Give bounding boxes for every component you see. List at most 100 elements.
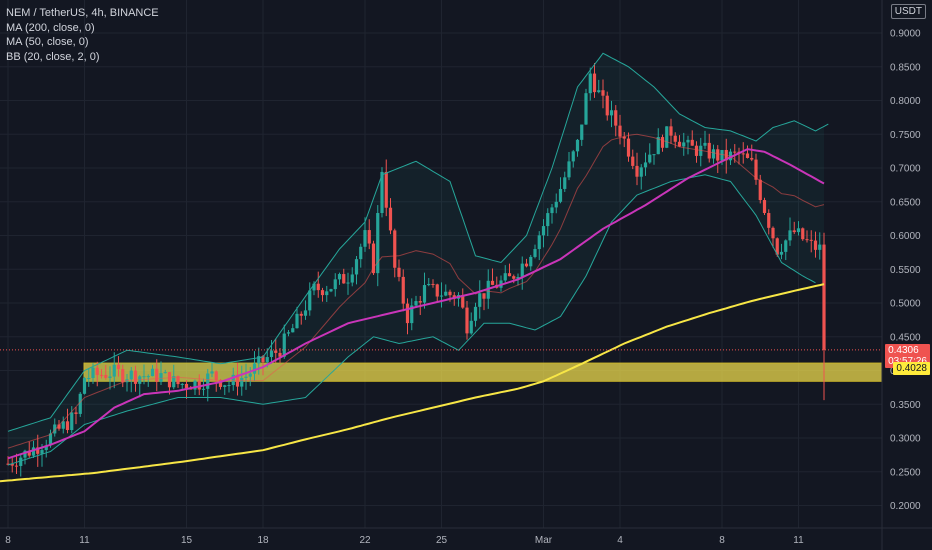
candle-body xyxy=(792,230,796,233)
candle xyxy=(27,441,31,458)
candle xyxy=(278,347,282,364)
candle-body xyxy=(14,465,19,467)
candle-body xyxy=(23,450,27,458)
candle xyxy=(10,457,14,473)
candle-body xyxy=(363,230,367,247)
candle-body xyxy=(176,376,180,385)
candle-body xyxy=(711,149,716,159)
candle-body xyxy=(316,283,320,291)
candle-body xyxy=(231,374,235,386)
candle xyxy=(112,352,116,389)
time-tick-label: 11 xyxy=(793,535,804,546)
candle xyxy=(95,361,99,387)
candle-body xyxy=(805,239,809,241)
candle-body xyxy=(282,333,286,357)
time-axis[interactable]: 8 11 15 18 22 25 Mar 4 8 11 xyxy=(5,535,804,546)
candle-body xyxy=(36,447,40,454)
candle-body xyxy=(159,373,163,382)
symbol-title[interactable]: NEM / TetherUS, 4h, BINANCE xyxy=(6,7,159,19)
candle-body xyxy=(303,310,308,316)
currency-button[interactable]: USDT xyxy=(890,4,926,19)
candle-body xyxy=(146,376,150,378)
candle-body xyxy=(571,151,575,162)
candle-body xyxy=(74,412,78,414)
candle-body xyxy=(193,380,197,390)
candle-body xyxy=(665,126,669,148)
candle-body xyxy=(78,393,82,414)
candle xyxy=(609,100,614,128)
candle-body xyxy=(635,165,639,177)
candle xyxy=(133,365,138,392)
candle-body xyxy=(261,356,265,363)
candle xyxy=(44,439,48,458)
candle-body xyxy=(269,350,274,358)
candle-body xyxy=(490,280,495,285)
candle-body xyxy=(218,379,223,387)
candle xyxy=(571,149,575,168)
candle xyxy=(533,244,537,259)
candle-body xyxy=(529,256,533,267)
candle xyxy=(333,273,337,297)
candle-body xyxy=(172,376,176,388)
candle-body xyxy=(414,301,418,306)
candle xyxy=(444,284,448,297)
candle-body xyxy=(601,90,605,96)
candle xyxy=(580,124,584,146)
candle xyxy=(635,152,639,186)
candle xyxy=(70,406,74,434)
candle xyxy=(82,376,87,395)
candle-body xyxy=(473,306,478,321)
legend-ma50[interactable]: MA (50, close, 0) xyxy=(6,36,89,48)
candle-body xyxy=(609,110,614,116)
legend-ma200[interactable]: MA (200, close, 0) xyxy=(6,21,95,34)
price-tick-label: 0.3000 xyxy=(890,434,921,445)
candle-body xyxy=(388,207,393,231)
candle-body xyxy=(758,179,762,201)
candle-body xyxy=(720,149,724,161)
candle xyxy=(469,312,473,335)
candle-body xyxy=(299,313,303,316)
candle-body xyxy=(286,332,291,334)
candle-body xyxy=(639,167,643,177)
candle xyxy=(291,323,295,333)
candle-body xyxy=(482,293,486,299)
candle xyxy=(435,283,439,302)
ma200-line xyxy=(0,283,825,483)
candle-body xyxy=(656,137,660,155)
candle-body xyxy=(384,171,388,208)
price-tick-label: 0.6000 xyxy=(890,231,921,242)
candle-body xyxy=(520,263,524,278)
candle-body xyxy=(435,284,439,297)
candle xyxy=(707,133,711,163)
candle-body xyxy=(248,373,252,377)
candle-body xyxy=(533,249,537,257)
candle xyxy=(210,362,214,378)
candle xyxy=(342,268,346,284)
candle xyxy=(384,159,388,217)
candle-body xyxy=(206,373,210,389)
candle xyxy=(316,271,320,298)
candle xyxy=(716,145,720,174)
candle-body xyxy=(133,370,138,384)
legend-bb[interactable]: BB (20, close, 2, 0) xyxy=(6,50,100,63)
candle-body xyxy=(112,364,116,377)
candle-body xyxy=(745,153,750,158)
candle-body xyxy=(618,125,622,137)
candle xyxy=(818,232,822,260)
candle-body xyxy=(31,447,36,456)
candle xyxy=(155,359,159,392)
candle xyxy=(762,197,767,216)
candle xyxy=(274,338,278,363)
candle xyxy=(282,324,286,359)
candle xyxy=(546,208,550,237)
candle-body xyxy=(478,293,482,307)
candle-body xyxy=(813,240,818,250)
candle xyxy=(694,141,699,163)
candle xyxy=(320,287,325,302)
candle-body xyxy=(507,273,512,277)
candle-body xyxy=(822,244,826,350)
candle-body xyxy=(163,372,167,374)
price-axis[interactable]: 0.20000.25000.30000.35000.40000.45000.50… xyxy=(890,29,921,513)
candle xyxy=(554,193,558,214)
